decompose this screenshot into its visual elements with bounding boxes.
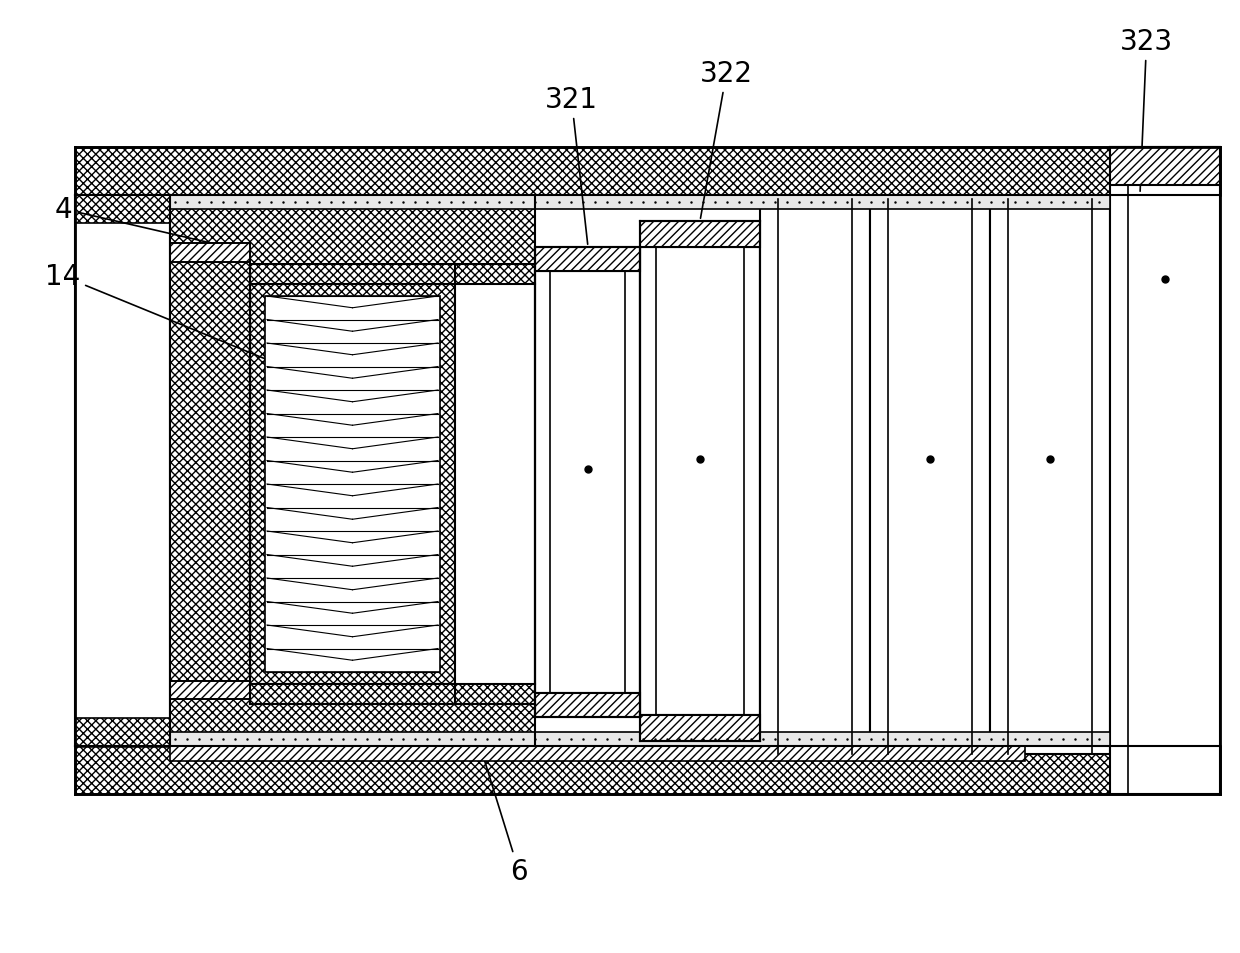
Text: 4: 4 xyxy=(55,195,247,253)
Bar xyxy=(760,200,870,754)
Text: 322: 322 xyxy=(701,60,753,219)
Bar xyxy=(74,719,170,746)
Bar xyxy=(534,272,640,693)
Bar xyxy=(534,248,640,272)
Text: 6: 6 xyxy=(481,749,528,885)
Text: 323: 323 xyxy=(1120,28,1173,192)
Bar xyxy=(534,693,640,718)
Bar xyxy=(640,222,760,248)
Bar xyxy=(640,716,760,741)
Bar xyxy=(265,296,440,672)
Text: 321: 321 xyxy=(546,86,598,245)
Bar xyxy=(990,200,1110,754)
Bar xyxy=(1110,148,1220,794)
Bar xyxy=(170,732,1110,746)
Bar xyxy=(1110,148,1220,186)
Bar xyxy=(250,684,455,704)
Bar xyxy=(74,148,1220,195)
Bar xyxy=(170,244,250,263)
Bar xyxy=(74,195,170,746)
Bar xyxy=(170,195,1110,210)
Bar xyxy=(455,285,534,684)
Bar xyxy=(170,681,250,700)
Bar xyxy=(250,265,455,285)
Text: 14: 14 xyxy=(45,263,288,369)
Bar xyxy=(170,195,534,746)
Bar xyxy=(250,285,455,684)
Bar xyxy=(870,200,990,754)
Bar xyxy=(640,248,760,716)
Bar xyxy=(74,746,1220,794)
Bar xyxy=(74,195,170,224)
Bar xyxy=(170,746,1025,761)
